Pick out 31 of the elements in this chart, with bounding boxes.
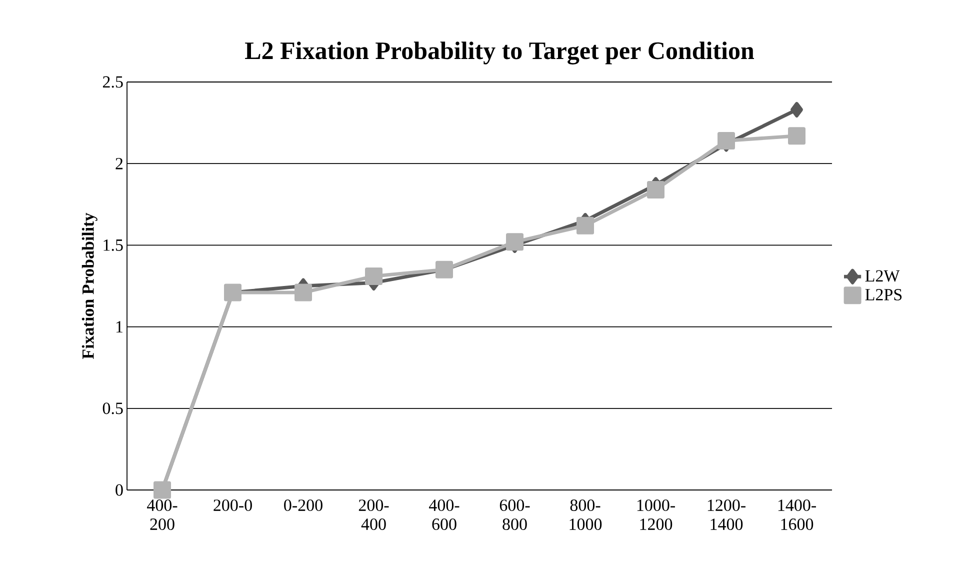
- x-tick-label: 0-200: [284, 500, 322, 511]
- point: [436, 260, 454, 278]
- x-tick-label: 800-1000: [570, 500, 602, 530]
- x-tick-label: 200-400: [358, 500, 389, 530]
- legend-label: L2W: [865, 270, 900, 282]
- y-tick-label: 2: [116, 158, 123, 170]
- y-tick-label: 1.5: [104, 239, 123, 251]
- x-tick-label: 400-200: [147, 500, 178, 530]
- y-tick-label: 0.5: [102, 402, 123, 414]
- point: [224, 284, 242, 302]
- point: [788, 127, 806, 145]
- point: [576, 216, 594, 234]
- x-tick-label: 200-0: [214, 500, 252, 511]
- y-axis-title: Fixation Probability: [82, 212, 98, 359]
- point: [506, 233, 524, 251]
- y-tick-label: 0: [116, 484, 123, 496]
- y-tick-label: 1: [116, 321, 122, 332]
- y-tick-label: 2.5: [102, 76, 123, 88]
- point: [365, 267, 383, 285]
- x-tick-label: 400-600: [429, 500, 460, 530]
- x-tick-label: 1400-1600: [778, 500, 816, 530]
- point: [154, 481, 172, 499]
- chart-title: L2 Fixation Probability to Target per Condition: [245, 42, 754, 64]
- point: [718, 132, 736, 150]
- x-tick-label: 600-800: [500, 500, 530, 530]
- point: [790, 102, 803, 118]
- legend-label: L2PS: [865, 288, 902, 300]
- x-tick-label: 1200-1400: [708, 500, 746, 530]
- point: [294, 284, 312, 302]
- point: [647, 180, 665, 198]
- x-tick-label: 1000-1200: [637, 500, 675, 530]
